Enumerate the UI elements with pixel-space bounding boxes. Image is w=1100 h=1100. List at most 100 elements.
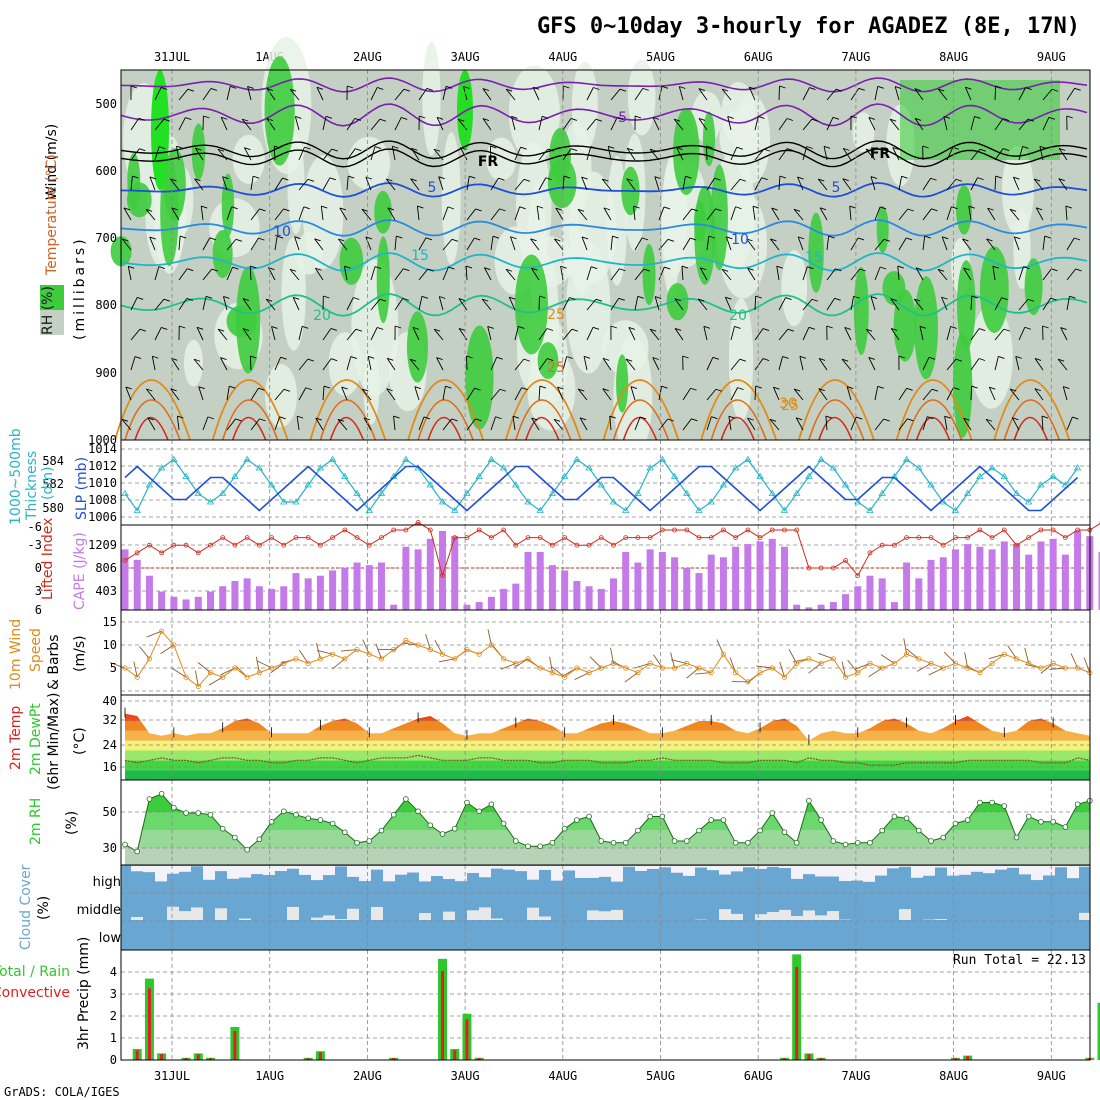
- wind-barb-flag: [726, 236, 733, 240]
- rh-marker: [305, 815, 311, 822]
- wind-barb: [202, 237, 211, 251]
- cloud-high-gap: [1079, 866, 1091, 867]
- temp-contour-35: [1013, 416, 1049, 441]
- rh-moist-patch: [642, 243, 656, 306]
- wind-barb-flag: [125, 386, 132, 390]
- slp-marker: [255, 464, 264, 471]
- cape-tick-label: 806: [95, 561, 117, 575]
- wind-barb-flag: [331, 358, 338, 362]
- wind-barb-flag: [1074, 87, 1081, 91]
- wind-barb-flag: [354, 117, 361, 121]
- wind-barb-flag: [842, 178, 849, 182]
- wind-barb: [178, 88, 189, 101]
- cape-bar: [219, 586, 227, 610]
- wind-barb: [865, 328, 876, 341]
- cape-bar: [426, 538, 434, 610]
- slp-marker: [597, 481, 605, 488]
- wind-barb: [1018, 298, 1029, 311]
- wind-barb-flag: [193, 358, 201, 362]
- wind-barb-flag: [149, 176, 157, 180]
- slp-marker: [231, 472, 239, 479]
- wind-barb-flag: [998, 355, 1005, 359]
- wind-barb: [602, 358, 612, 371]
- li-marker: [830, 565, 836, 571]
- slp-marker: [719, 481, 728, 488]
- slp-marker: [988, 464, 996, 471]
- wind-barb: [826, 117, 834, 131]
- wind-barb: [198, 386, 204, 401]
- wind-barb: [994, 148, 1004, 161]
- li-marker: [659, 527, 665, 533]
- wind-barb: [1013, 176, 1020, 191]
- cloud-high-gap: [695, 866, 707, 868]
- wind-barb: [754, 116, 759, 131]
- wind-barb-flag: [581, 236, 589, 240]
- pressure-tick-label: 1000: [88, 433, 117, 447]
- wind-barb: [898, 237, 907, 251]
- wind-barb-flag: [271, 326, 278, 329]
- wind-barb-flag: [592, 326, 600, 330]
- wind-barb-flag: [194, 178, 201, 182]
- wind-barb: [946, 147, 954, 161]
- rh-moist-patch: [465, 325, 494, 430]
- li-marker: [586, 542, 592, 548]
- wind-barb: [154, 298, 165, 311]
- wind-barb-flag: [232, 266, 239, 270]
- rh-moist-patch: [616, 354, 629, 413]
- wind10-marker: [476, 651, 482, 657]
- wind-barb: [634, 296, 639, 311]
- wind-barb: [298, 146, 305, 161]
- wind-bg: [121, 610, 1090, 695]
- wind-barb-flag: [895, 86, 902, 89]
- wind-barb: [339, 207, 348, 221]
- wind-barb-flag: [962, 238, 969, 242]
- wind-barb-flag: [652, 116, 660, 120]
- wind-barb: [217, 148, 228, 161]
- cape-bar: [280, 586, 288, 610]
- cape-bar: [634, 562, 642, 610]
- wind-barb: [706, 357, 714, 371]
- li-marker: [281, 542, 287, 548]
- rh-dry-patch: [1002, 145, 1034, 236]
- cape-bar: [573, 580, 581, 610]
- wind-barb: [557, 386, 564, 401]
- wind-barb: [1018, 118, 1029, 131]
- wind10-marker: [855, 669, 861, 676]
- wind-barb-flag: [943, 115, 950, 119]
- wind-barb: [682, 237, 691, 251]
- wind-barb: [634, 88, 644, 101]
- wind-barb: [992, 266, 996, 281]
- wind-barb-flag: [377, 87, 384, 90]
- li-marker: [611, 542, 616, 548]
- wind10-barb: [341, 649, 358, 652]
- wind-barb-flag: [252, 175, 260, 179]
- cloud-high-gap: [779, 866, 791, 869]
- wind10-marker: [623, 665, 629, 671]
- li-marker: [501, 527, 506, 533]
- wind-barb: [226, 206, 233, 221]
- wind10-marker: [464, 646, 470, 653]
- rh-marker: [781, 829, 788, 836]
- wind-barb: [250, 176, 254, 191]
- wind-barb-flag: [1036, 207, 1043, 211]
- wind10-marker: [1050, 660, 1056, 667]
- wind-barb: [946, 178, 957, 191]
- wind-barb: [1013, 236, 1020, 251]
- rh-marker: [806, 797, 812, 804]
- freezing-contour: [120, 148, 1088, 168]
- wind-barb: [298, 206, 305, 221]
- wind-barb-flag: [530, 238, 537, 242]
- wind-barb-flag: [433, 328, 441, 332]
- wind10-barb: [928, 667, 944, 676]
- wind-barb-flag: [546, 328, 554, 331]
- wind-barb-flag: [1044, 235, 1051, 239]
- wind-barb: [530, 238, 540, 251]
- rh-marker: [989, 799, 995, 806]
- wind10-barb: [868, 667, 883, 678]
- li-marker: [818, 565, 824, 571]
- wind-barb: [418, 416, 425, 431]
- slp-marker: [854, 498, 862, 505]
- wind-barb: [194, 178, 204, 191]
- cape-bar: [329, 570, 337, 610]
- rh-moist-patch: [127, 153, 141, 210]
